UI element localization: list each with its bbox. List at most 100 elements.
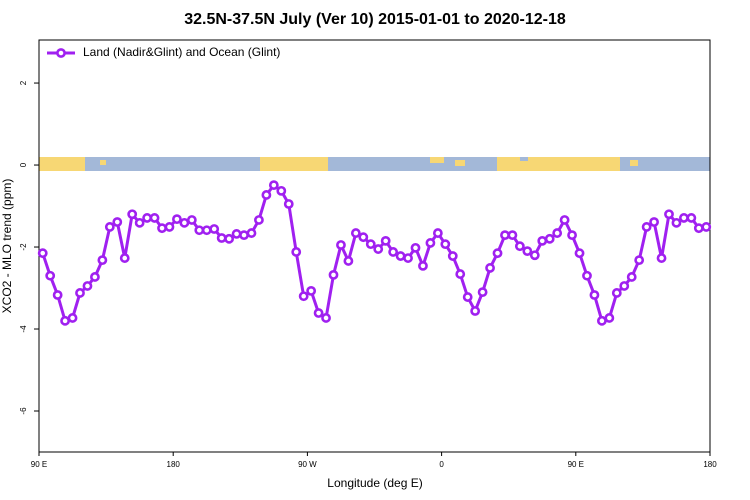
x-tick-label: 180: [167, 460, 181, 469]
data-point: [582, 270, 592, 281]
data-point: [671, 217, 682, 228]
data-point: [119, 253, 130, 263]
data-point: [522, 246, 533, 257]
data-point: [388, 247, 399, 257]
data-point: [82, 281, 93, 291]
data-point: [447, 251, 458, 261]
data-point: [134, 217, 145, 228]
data-point: [328, 270, 339, 280]
data-point: [701, 222, 712, 232]
data-point: [142, 213, 153, 223]
data-point: [276, 185, 287, 196]
legend-label: Land (Nadir&Glint) and Ocean (Glint): [83, 45, 280, 59]
data-point: [321, 313, 331, 323]
data-point: [537, 235, 548, 246]
data-point: [477, 287, 488, 298]
data-point: [365, 239, 376, 250]
data-point: [492, 248, 503, 259]
data-point: [343, 256, 354, 266]
data-point: [157, 223, 167, 234]
data-point: [97, 255, 108, 266]
data-point: [194, 225, 205, 236]
data-point: [239, 230, 249, 241]
data-point: [641, 222, 652, 232]
data-point: [90, 272, 100, 282]
data-point: [231, 229, 242, 239]
data-point: [37, 248, 48, 259]
data-point: [507, 230, 518, 241]
data-point: [149, 213, 160, 223]
legend: Land (Nadir&Glint) and Ocean (Glint): [47, 45, 280, 59]
data-point: [626, 272, 637, 282]
y-tick-label: 0: [19, 162, 28, 167]
data-point: [179, 217, 190, 228]
data-point: [246, 228, 257, 238]
data-point: [514, 241, 525, 252]
data-point: [291, 247, 302, 257]
data-point: [350, 228, 361, 238]
y-tick-label: -6: [19, 407, 28, 415]
data-point: [529, 250, 540, 261]
data-point: [164, 222, 175, 232]
data-point: [656, 253, 667, 263]
data-point: [261, 190, 272, 200]
x-axis-label: Longitude (deg E): [327, 476, 422, 490]
data-point: [104, 222, 115, 232]
land-ocean-strip: [39, 157, 710, 171]
data-point: [596, 315, 607, 326]
data-point: [604, 313, 615, 323]
data-point: [216, 233, 227, 243]
data-point: [470, 306, 481, 316]
series-line: [41, 183, 707, 323]
x-tick-label: 90 E: [31, 460, 47, 469]
data-point: [306, 285, 317, 296]
data-point: [283, 199, 294, 209]
data-point: [589, 290, 600, 300]
data-point: [544, 233, 555, 244]
data-point: [432, 228, 443, 238]
plot-frame: [38, 39, 711, 453]
data-point: [298, 291, 309, 302]
data-point: [410, 242, 421, 253]
data-point: [611, 288, 622, 298]
data-point: [686, 213, 697, 223]
data-point: [679, 213, 689, 223]
data-point: [112, 217, 123, 227]
data-point: [358, 232, 369, 243]
data-point: [574, 248, 585, 259]
y-tick-label: -2: [19, 243, 28, 251]
data-point: [552, 228, 563, 238]
data-point: [649, 217, 659, 227]
data-point: [268, 180, 279, 191]
x-tick-label: 90 E: [568, 460, 584, 469]
data-point: [403, 253, 413, 263]
data-point: [75, 288, 85, 298]
legend-swatch-point: [56, 48, 66, 58]
data-point: [664, 209, 674, 220]
x-tick-label: 0: [439, 460, 444, 469]
y-axis-label: XCO2 - MLO trend (ppm): [0, 179, 14, 314]
data-point: [52, 290, 63, 300]
data-point: [127, 209, 138, 220]
data-point: [209, 224, 220, 234]
data-point: [500, 230, 510, 241]
data-point: [418, 260, 428, 271]
data-point: [485, 263, 495, 273]
data-point: [559, 215, 570, 225]
data-point: [425, 238, 436, 248]
data-point: [380, 235, 391, 246]
data-point: [693, 223, 704, 234]
data-point: [634, 255, 645, 266]
data-point: [45, 270, 56, 281]
data-point: [60, 315, 70, 326]
y-tick-label: 2: [19, 80, 28, 85]
data-point: [313, 308, 324, 318]
data-point: [254, 215, 264, 225]
data-point: [440, 239, 451, 250]
x-tick-label: 180: [703, 460, 717, 469]
data-point: [224, 233, 235, 244]
data-point: [201, 225, 212, 236]
data-point: [567, 230, 577, 241]
data-point: [172, 214, 182, 225]
